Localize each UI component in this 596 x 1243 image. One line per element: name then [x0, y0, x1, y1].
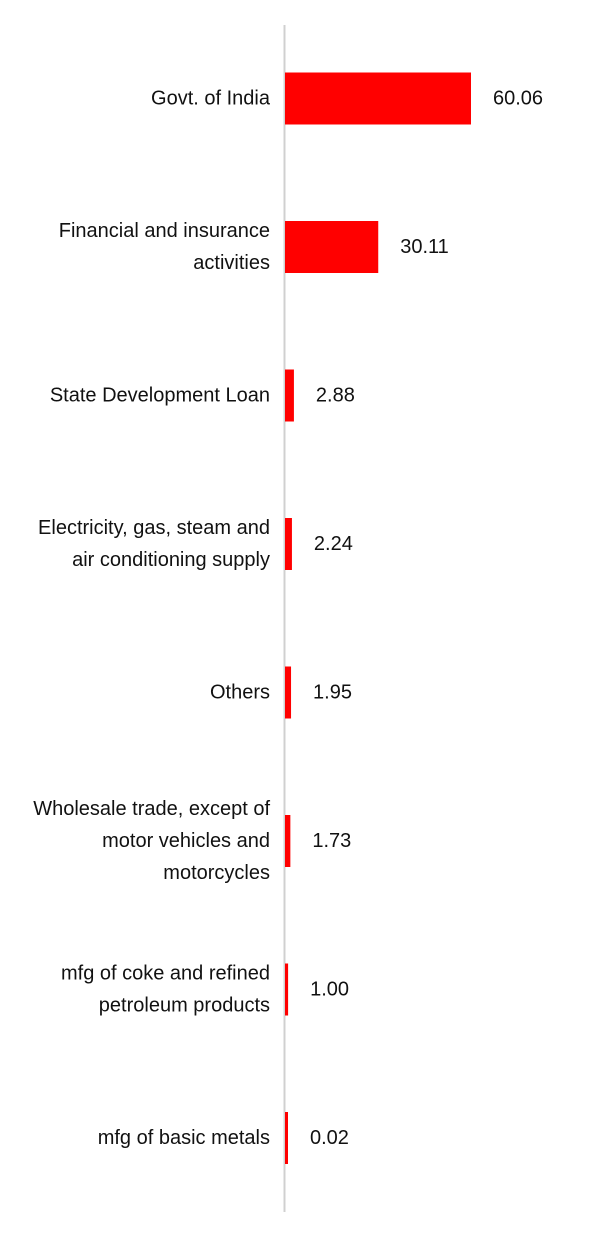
category-label-line: motor vehicles and [102, 830, 270, 852]
category-label-5: Wholesale trade, except of motor vehicles… [33, 798, 270, 884]
value-label-5: 1.73 [312, 830, 351, 852]
bar-4 [285, 666, 292, 719]
category-label-line: Electricity, gas, steam and [38, 517, 270, 539]
category-label-4: Others [210, 682, 270, 704]
category-label-6: mfg of coke and refined petroleum product… [61, 963, 270, 1017]
category-label-7: mfg of basic metals [98, 1127, 270, 1149]
category-label-line: mfg of basic metals [98, 1127, 270, 1149]
value-label-6: 1.00 [310, 979, 349, 1001]
bar-0 [285, 72, 471, 125]
bars-group [285, 72, 471, 1164]
category-label-3: Electricity, gas, steam and air condition… [38, 517, 270, 571]
category-label-line: air conditioning supply [72, 549, 270, 571]
category-label-line: activities [193, 252, 270, 274]
value-label-4: 1.95 [313, 682, 352, 704]
value-label-0: 60.06 [493, 88, 543, 110]
category-label-line: Govt. of India [151, 88, 271, 110]
category-label-line: Financial and insurance [59, 220, 270, 242]
value-label-3: 2.24 [314, 533, 353, 555]
category-label-line: State Development Loan [50, 385, 270, 407]
category-label-line: mfg of coke and refined [61, 963, 270, 985]
category-label-0: Govt. of India [151, 88, 271, 110]
category-labels-group: Govt. of India Financial and insurance act… [33, 88, 271, 1150]
value-label-2: 2.88 [316, 385, 355, 407]
bar-3 [285, 518, 292, 570]
bar-6 [285, 963, 289, 1016]
category-label-line: motorcycles [163, 862, 270, 884]
category-label-line: petroleum products [99, 995, 270, 1017]
value-labels-group: 60.06 30.11 2.88 2.24 1.95 1.73 1.00 0.02 [310, 88, 543, 1150]
category-label-1: Financial and insurance activities [59, 220, 270, 274]
bar-7 [285, 1112, 288, 1164]
category-label-2: State Development Loan [50, 385, 270, 407]
bar-1 [285, 221, 379, 273]
value-label-7: 0.02 [310, 1127, 349, 1149]
value-label-1: 30.11 [400, 236, 449, 258]
bar-5 [285, 815, 291, 867]
bar-2 [285, 369, 294, 422]
category-label-line: Wholesale trade, except of [33, 798, 270, 820]
category-label-line: Others [210, 682, 270, 704]
